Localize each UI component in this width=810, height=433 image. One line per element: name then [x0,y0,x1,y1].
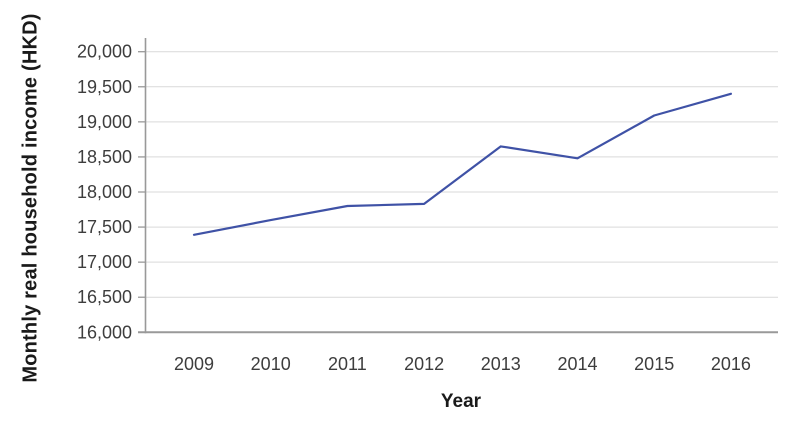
x-tick-label: 2014 [557,354,597,374]
y-tick-label: 20,000 [77,42,132,62]
y-tick-label: 17,000 [77,252,132,272]
x-tick-label: 2009 [174,354,214,374]
x-tick-label: 2016 [711,354,751,374]
x-tick-label: 2012 [404,354,444,374]
data-line [192,92,733,236]
y-tick-label: 18,000 [77,182,132,202]
y-tick-label: 16,500 [77,287,132,307]
y-tick-label: 19,500 [77,77,132,97]
x-tick-label: 2013 [481,354,521,374]
y-tick-label: 18,500 [77,147,132,167]
x-tick-label: 2011 [328,354,367,374]
y-tick-label: 17,500 [77,217,132,237]
x-tick-label: 2010 [251,354,291,374]
y-tick-label: 19,000 [77,112,132,132]
x-tick-label: 2015 [634,354,674,374]
x-axis-title: Year [440,391,482,412]
y-tick-label: 16,000 [77,322,132,342]
